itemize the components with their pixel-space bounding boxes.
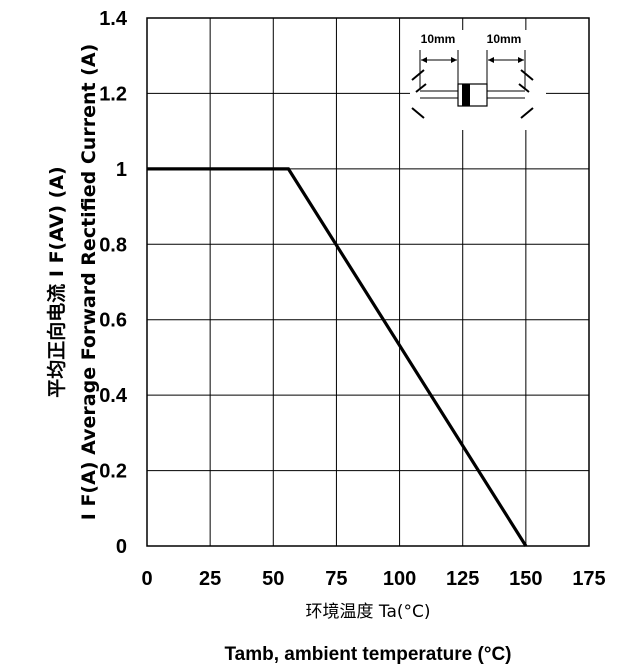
inset-clamp-right: [518, 69, 534, 119]
y-tick-label: 1: [116, 159, 127, 181]
x-tick-label: 0: [141, 568, 152, 590]
series-layer: [147, 167, 528, 547]
x-tick-label: 50: [262, 568, 284, 590]
y-tick-label: 1.2: [99, 83, 127, 105]
inset-diagram: 10mm 10mm: [410, 30, 546, 130]
x-tick-label: 175: [572, 568, 605, 590]
x-tick-label: 25: [199, 568, 221, 590]
x-tick-label: 150: [509, 568, 542, 590]
inset-background: [410, 30, 546, 130]
y-axis-title-cn: 平均正向电流 I F(AV) (A): [45, 166, 68, 397]
x-tick-label: 75: [325, 568, 347, 590]
y-tick-label: 0.6: [99, 310, 127, 332]
x-tick-label: 125: [446, 568, 479, 590]
y-tick-label: 0: [116, 536, 127, 558]
inset-label-right-lead: 10mm: [487, 32, 522, 46]
x-tick-labels: 0 25 50 75 100 125 150 175: [141, 568, 605, 590]
inset-clamp-left: [411, 69, 427, 119]
y-tick-label: 0.4: [99, 385, 128, 407]
y-tick-label: 1.4: [99, 8, 128, 30]
y-axis-title: I F(A) Average Forward Rectified Current…: [78, 44, 100, 520]
series-line-derating: [147, 167, 528, 547]
inset-diode-cathode-band: [462, 84, 470, 106]
y-tick-labels: 0 0.2 0.4 0.6 0.8 1 1.2 1.4: [99, 8, 128, 558]
inset-label-left-lead: 10mm: [421, 32, 456, 46]
x-axis-title: Tamb, ambient temperature (°C): [224, 644, 511, 665]
x-tick-label: 100: [383, 568, 416, 590]
y-tick-label: 0.8: [99, 234, 127, 256]
x-axis-title-cn: 环境温度 Ta(°C): [305, 602, 430, 622]
y-tick-label: 0.2: [99, 461, 127, 483]
